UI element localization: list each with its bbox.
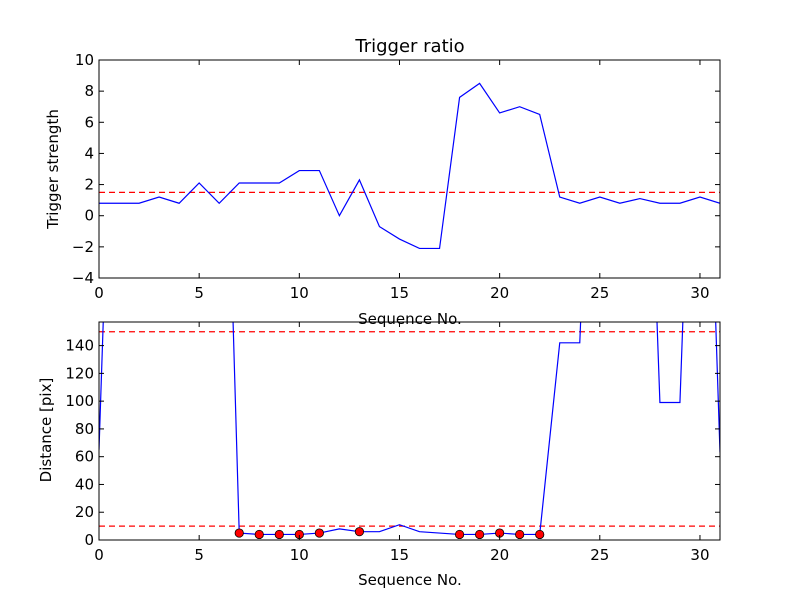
x-tick-label: 20 xyxy=(490,546,509,564)
x-tick-label: 30 xyxy=(690,546,709,564)
y-tick-label: 60 xyxy=(75,448,94,466)
y-tick-label: 20 xyxy=(75,503,94,521)
y-tick-label: 40 xyxy=(75,475,94,493)
trigger-ratio-chart: Trigger ratio Sequence No. Trigger stren… xyxy=(44,36,721,328)
distance-chart: Sequence No. Distance [pix] 0 5 10 15 20 25 30… xyxy=(37,321,721,589)
series-line xyxy=(99,82,720,250)
y-tick-label: 120 xyxy=(65,364,94,382)
y-tick-label: 2 xyxy=(84,176,94,194)
data-point xyxy=(274,529,284,540)
y-axis-label: Distance [pix] xyxy=(37,378,55,483)
data-point xyxy=(454,529,465,540)
x-tick-label: 25 xyxy=(590,546,609,564)
y-tick-label: −4 xyxy=(72,269,94,287)
y-tick-label: 10 xyxy=(75,51,94,69)
data-point xyxy=(475,529,485,540)
x-tick-label: 10 xyxy=(290,546,309,564)
x-axis-label: Sequence No. xyxy=(358,310,462,328)
x-tick-label: 0 xyxy=(94,284,104,302)
x-tick-label: 15 xyxy=(390,546,409,564)
x-tick-label: 10 xyxy=(290,284,309,302)
y-tick-label: 8 xyxy=(84,82,94,100)
data-point xyxy=(234,528,244,538)
series-line xyxy=(99,322,720,536)
y-tick-label: 0 xyxy=(84,531,94,549)
y-axis-label: Trigger strength xyxy=(44,109,62,230)
x-tick-label: 5 xyxy=(194,546,204,564)
data-point xyxy=(314,528,324,538)
y-tick-label: 140 xyxy=(65,337,94,355)
y-tick-label: 80 xyxy=(75,420,94,438)
x-axis-label: Sequence No. xyxy=(358,571,462,589)
data-point xyxy=(254,529,264,540)
y-tick-label: 6 xyxy=(84,113,94,131)
data-point xyxy=(354,527,365,537)
y-tick-label: 4 xyxy=(84,144,94,162)
plot-frame xyxy=(98,321,721,541)
x-tick-label: 30 xyxy=(690,284,709,302)
x-tick-label: 20 xyxy=(490,284,509,302)
x-tick-label: 0 xyxy=(94,546,104,564)
y-tick-label: 0 xyxy=(84,207,94,225)
x-tick-label: 5 xyxy=(194,284,204,302)
y-tick-label: −2 xyxy=(72,238,94,256)
y-tick-label: 100 xyxy=(65,392,94,410)
data-point xyxy=(515,529,525,540)
chart-title: Trigger ratio xyxy=(354,36,464,57)
data-point xyxy=(535,529,545,540)
x-tick-label: 15 xyxy=(390,284,409,302)
x-tick-label: 25 xyxy=(590,284,609,302)
plot-frame xyxy=(98,59,721,279)
